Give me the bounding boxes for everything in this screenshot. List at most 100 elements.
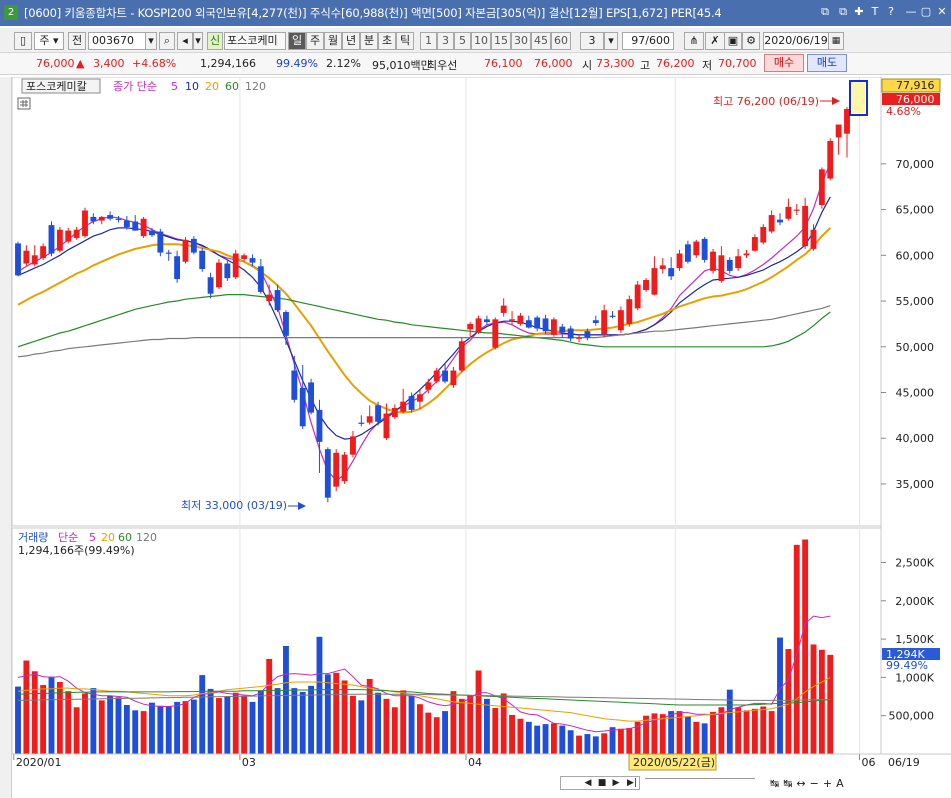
candle-body <box>576 337 582 339</box>
price-panel-name-box[interactable] <box>21 78 101 94</box>
interval-button-15[interactable]: 15 <box>491 32 511 50</box>
zoom-controls[interactable]: ↹↹↔−+A <box>770 777 848 790</box>
copy-window-icon[interactable]: ⧉ <box>839 5 847 18</box>
interval-button-60[interactable]: 60 <box>551 32 571 50</box>
scroll-bar[interactable] <box>645 778 755 788</box>
layout-icon[interactable]: ▯ <box>14 32 32 50</box>
code-dropdown-icon[interactable]: ▾ <box>145 32 157 50</box>
calendar-icon[interactable]: ▦ <box>828 32 844 50</box>
period-button-4[interactable]: 분 <box>360 32 378 50</box>
volume-bar <box>232 692 239 754</box>
scroll-end-icon[interactable]: ▶| <box>627 778 637 788</box>
candle-body <box>509 319 515 321</box>
scroll-left-icon[interactable]: ◀ <box>584 778 592 788</box>
candle-body <box>701 238 708 260</box>
candle-body <box>174 256 181 280</box>
speaker-dropdown-icon[interactable]: ▾ <box>193 32 203 50</box>
volume-tick-label: 2,500K <box>895 556 934 569</box>
candle-body <box>768 215 775 232</box>
scroll-right-icon[interactable]: ▶ <box>612 778 620 788</box>
help-icon[interactable]: ? <box>888 5 894 18</box>
data-count-field[interactable]: 97/600 <box>622 32 674 50</box>
candle-body <box>199 250 206 270</box>
candle-body <box>844 109 850 134</box>
maximize-icon[interactable]: ▢ <box>920 5 932 18</box>
volume-bar <box>425 712 432 754</box>
candle-body <box>617 310 624 331</box>
candle-tool-icon[interactable]: ⋔ <box>684 32 704 50</box>
volume-ma-5: 5 <box>89 531 96 544</box>
sell-button[interactable]: 매도 <box>807 54 847 72</box>
right-date-label: 06/19 <box>888 756 920 769</box>
date-input[interactable]: 2020/06/19 <box>763 32 829 50</box>
volume-value-line: 1,294,166주(99.49%) <box>18 544 135 557</box>
interval-button-3[interactable]: 3 <box>437 32 454 50</box>
stock-code-input[interactable]: 003670 <box>88 32 146 50</box>
stock-chart[interactable]: 35,000 40,000 45,000 50,000 55,000 60,000 65,0… <box>11 76 951 782</box>
period-button-5[interactable]: 초 <box>378 32 396 50</box>
volume-bar <box>802 539 809 754</box>
candle-body <box>592 320 599 323</box>
minimize-icon[interactable]: — <box>905 5 917 18</box>
period-button-0[interactable]: 일 <box>288 32 306 50</box>
volume-value: 1,294,166 <box>200 57 256 70</box>
volume-bar <box>383 698 390 754</box>
period-button-3[interactable]: 년 <box>342 32 360 50</box>
volume-bar <box>324 674 331 754</box>
price-ma-20-line <box>17 227 831 414</box>
ma-period-10: 10 <box>185 80 199 93</box>
candle-body <box>266 294 273 302</box>
candle-body <box>835 124 842 138</box>
volume-bar <box>182 701 189 754</box>
line-tool-icon[interactable]: ✗ <box>705 32 725 50</box>
save-icon[interactable]: ▣ <box>724 32 742 50</box>
search-icon[interactable]: ⌕ <box>159 32 175 50</box>
candle-body <box>299 387 306 427</box>
market-select[interactable]: 주 ▾ <box>34 32 64 50</box>
buy-button[interactable]: 매수 <box>764 54 804 72</box>
new-badge: 신 <box>207 32 223 50</box>
close-icon[interactable]: ✕ <box>937 5 947 18</box>
volume-bar <box>542 724 549 754</box>
volume-bar <box>601 733 608 754</box>
pin-icon[interactable]: ✚ <box>854 5 864 18</box>
interval-button-30[interactable]: 30 <box>511 32 531 50</box>
volume-bar <box>56 681 63 754</box>
volume-bar <box>442 711 448 754</box>
volume-bar <box>375 692 382 754</box>
table-toggle-icon[interactable] <box>17 97 31 110</box>
period-button-1[interactable]: 주 <box>306 32 324 50</box>
interval-button-1[interactable]: 1 <box>420 32 437 50</box>
link-window-icon[interactable]: ⧉ <box>821 5 829 18</box>
candle-body <box>743 253 750 256</box>
volume-bar <box>684 716 691 754</box>
candle-body <box>115 218 122 220</box>
candle-body <box>149 230 155 236</box>
volume-bar <box>827 654 834 754</box>
chart-area[interactable]: 35,000 40,000 45,000 50,000 55,000 60,000 65,0… <box>11 76 951 782</box>
scroll-stop-icon[interactable]: ■ <box>597 778 607 788</box>
period-button-6[interactable]: 틱 <box>396 32 414 50</box>
interval-dropdown-icon[interactable]: ▾ <box>604 32 618 50</box>
volume-bar <box>90 688 97 754</box>
scroll-track[interactable] <box>560 776 640 790</box>
all-button[interactable]: 전 <box>68 32 86 50</box>
interval-input[interactable]: 3 <box>580 32 604 50</box>
interval-button-45[interactable]: 45 <box>531 32 551 50</box>
interval-button-10[interactable]: 10 <box>471 32 491 50</box>
volume-bar <box>768 711 775 754</box>
ma-label: 종가 단순 <box>113 80 157 93</box>
candle-body <box>375 405 382 422</box>
candle-body <box>383 413 390 439</box>
current-price: 76,000 <box>36 57 75 70</box>
volume-bar <box>525 721 532 754</box>
interval-button-5[interactable]: 5 <box>454 32 471 50</box>
font-size-icon[interactable]: T <box>871 5 879 18</box>
period-button-2[interactable]: 월 <box>324 32 342 50</box>
volume-bar <box>693 721 700 754</box>
volume-bar <box>283 645 289 754</box>
candle-body <box>73 229 80 238</box>
speaker-icon[interactable]: ◂ <box>177 32 193 50</box>
settings-icon[interactable]: ⚙ <box>742 32 760 50</box>
volume-bar <box>735 707 742 754</box>
